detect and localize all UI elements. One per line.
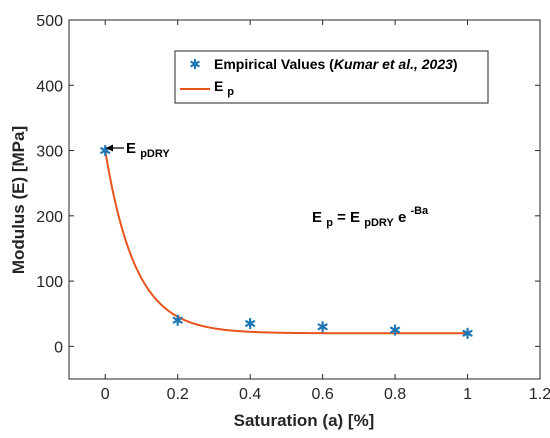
x-tick-label: 0.4 (239, 386, 261, 403)
y-axis-label: Modulus (E) [MPa] (9, 126, 28, 274)
eq-exp-base: e (398, 209, 406, 226)
y-tick-label: 200 (36, 209, 63, 226)
legend-star-icon (190, 58, 200, 70)
legend-label-ep-sub: p (227, 86, 234, 98)
legend-marker-empirical (190, 58, 200, 70)
y-tick-label: 0 (54, 339, 63, 356)
legend-label-empirical-suffix: ) (453, 56, 458, 72)
x-tick-label: 0.8 (384, 386, 406, 403)
edry-annotation: E pDRY (106, 140, 170, 160)
data-point (245, 317, 256, 330)
y-tick-label: 400 (36, 78, 63, 95)
legend-label-empirical-prefix: Empirical Values ( (214, 56, 334, 72)
data-point (100, 144, 111, 157)
legend-box (174, 50, 489, 104)
eq-lhs-main: E (312, 209, 322, 226)
eq-lhs-sub: p (326, 217, 333, 229)
y-tick-label: 500 (36, 13, 63, 30)
svg-text:Empirical Values (Kumar et al.: Empirical Values (Kumar et al., 2023) (214, 56, 458, 72)
y-tick-label: 300 (36, 144, 63, 161)
x-tick-label: 0.2 (167, 386, 189, 403)
edry-arrowhead (106, 144, 113, 152)
data-point (317, 321, 328, 333)
eq-equals: = (337, 209, 350, 226)
x-tick-label: 0 (101, 386, 110, 403)
ep-curve (104, 150, 468, 335)
edry-label-sub: pDRY (140, 148, 170, 160)
x-axis-label: Saturation (a) [%] (234, 411, 375, 430)
legend: Empirical Values (Kumar et al., 2023) E … (174, 50, 489, 104)
x-tick-label: 1 (463, 386, 472, 403)
eq-rhs-sub: pDRY (364, 217, 394, 229)
data-point (389, 324, 401, 336)
y-tick-label: 100 (36, 274, 63, 291)
tick-marks (69, 19, 541, 379)
edry-label-main: E (126, 140, 136, 157)
tick-labels: 0 0.2 0.4 0.6 0.8 1 1.2 0 100 200 300 400 500 (36, 13, 550, 403)
svg-text:E pDRY: E pDRY (126, 140, 170, 160)
equation-annotation: E p = E pDRY e -Ba (312, 205, 429, 230)
svg-text:E p: E p (214, 78, 234, 98)
series-empirical-points (100, 144, 473, 340)
data-point (462, 327, 473, 340)
x-tick-label: 0.6 (311, 386, 333, 403)
legend-label-ep-main: E (214, 78, 223, 94)
data-point (172, 314, 183, 326)
eq-rhs-main: E (350, 209, 360, 226)
eq-exp-sup: -Ba (410, 205, 429, 217)
series-ep-line (104, 150, 468, 335)
legend-label-empirical-italic: Kumar et al., 2023 (334, 56, 453, 72)
x-tick-label: 1.2 (529, 386, 550, 403)
